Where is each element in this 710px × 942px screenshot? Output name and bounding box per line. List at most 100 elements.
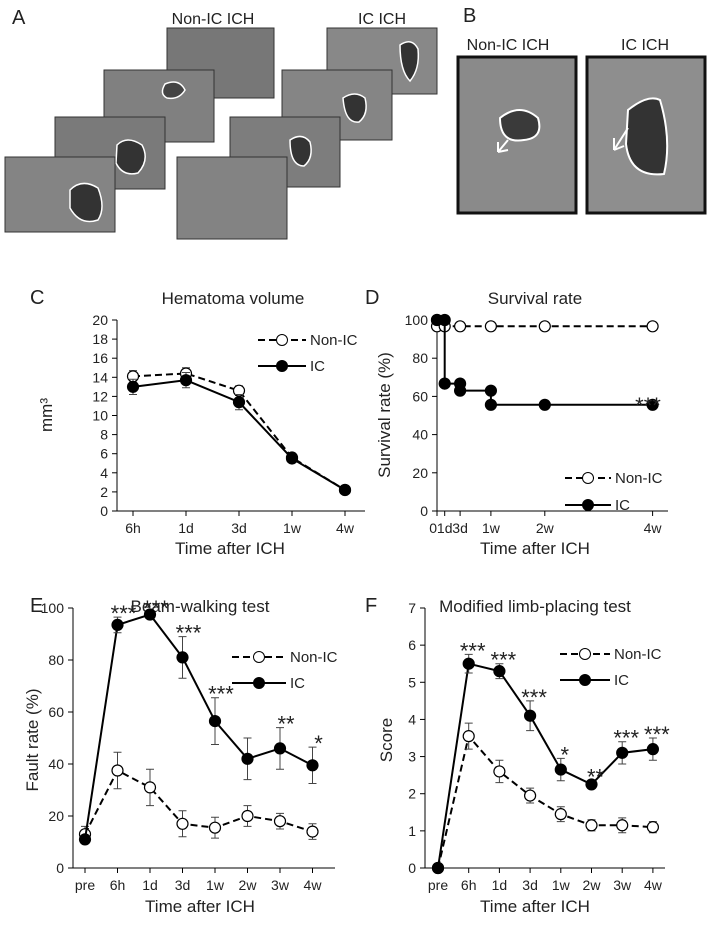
x-tick-label: 4w bbox=[644, 877, 663, 893]
hematoma-outline bbox=[498, 109, 541, 142]
data-point bbox=[338, 483, 352, 497]
significance-label: *** bbox=[176, 621, 202, 646]
data-point bbox=[241, 752, 254, 765]
series-line bbox=[437, 734, 653, 869]
hematoma-outline bbox=[289, 135, 312, 167]
y-tick-label: 16 bbox=[92, 350, 108, 366]
significance-label: * bbox=[561, 742, 570, 767]
x-axis-label: Time after ICH bbox=[480, 897, 590, 916]
y-tick-label: 18 bbox=[92, 331, 108, 347]
data-point bbox=[554, 808, 567, 821]
group-label: Non-IC ICH bbox=[467, 37, 550, 54]
x-tick-label: 6h bbox=[110, 877, 126, 893]
data-point bbox=[616, 746, 629, 759]
significance-label: *** bbox=[521, 685, 547, 710]
y-tick-label: 8 bbox=[100, 427, 108, 443]
significance-label: * bbox=[314, 731, 323, 756]
series-line bbox=[84, 769, 313, 835]
legend-label: IC bbox=[310, 358, 325, 375]
y-tick-label: 80 bbox=[48, 652, 64, 668]
x-tick-label: 3d bbox=[175, 877, 191, 893]
hematoma-outline bbox=[342, 93, 367, 123]
data-point bbox=[462, 657, 475, 670]
chart-panel: D Survival rate Time after ICH Survival rat… bbox=[365, 287, 668, 558]
legend-label: IC bbox=[290, 675, 305, 692]
mri-panel-a bbox=[4, 27, 438, 240]
y-tick-label: 2 bbox=[408, 786, 416, 802]
y-tick-label: 0 bbox=[408, 860, 416, 876]
y-tick-label: 1 bbox=[408, 823, 416, 839]
x-tick-label: 6h bbox=[461, 877, 477, 893]
data-point bbox=[126, 380, 140, 393]
significance-label: *** bbox=[491, 648, 517, 673]
data-point bbox=[285, 452, 299, 465]
x-tick-label: 3d bbox=[522, 877, 538, 893]
y-tick-label: 0 bbox=[56, 860, 64, 876]
chart-title: Survival rate bbox=[488, 289, 582, 308]
y-tick-label: 6 bbox=[408, 637, 416, 653]
x-tick-label: 2w bbox=[536, 520, 555, 536]
legend-label: IC bbox=[615, 497, 630, 514]
mri-zoom bbox=[456, 55, 578, 215]
data-point bbox=[431, 861, 445, 875]
chart-title: Modified limb-placing test bbox=[439, 597, 631, 616]
y-tick-label: 3 bbox=[408, 749, 416, 765]
y-tick-label: 5 bbox=[408, 674, 416, 690]
data-point bbox=[306, 825, 319, 838]
x-axis-label: Time after ICH bbox=[145, 897, 255, 916]
legend-marker bbox=[253, 651, 265, 663]
panel-letter: F bbox=[365, 595, 377, 617]
mri-slice bbox=[176, 156, 288, 240]
data-point bbox=[585, 819, 598, 832]
data-point bbox=[111, 764, 124, 777]
data-point bbox=[306, 759, 319, 772]
legend-label: IC bbox=[614, 672, 629, 689]
hematoma-outline bbox=[624, 97, 669, 176]
group-label: IC ICH bbox=[621, 37, 669, 54]
data-point bbox=[646, 821, 660, 834]
data-point bbox=[538, 320, 551, 333]
x-tick-label: 1w bbox=[283, 520, 302, 536]
data-point bbox=[484, 398, 497, 411]
y-tick-label: 0 bbox=[100, 503, 108, 519]
x-tick-label: 1d bbox=[437, 520, 453, 536]
data-point bbox=[78, 833, 92, 846]
x-tick-label: 1d bbox=[492, 877, 508, 893]
legend-marker bbox=[253, 677, 265, 689]
y-tick-label: 4 bbox=[100, 465, 108, 481]
data-point bbox=[554, 763, 567, 776]
data-point bbox=[462, 730, 475, 743]
x-tick-label: 0 bbox=[429, 520, 437, 536]
legend-marker bbox=[579, 648, 591, 660]
x-tick-label: 1w bbox=[206, 877, 225, 893]
x-tick-label: 1w bbox=[482, 520, 501, 536]
data-point bbox=[616, 819, 629, 832]
x-axis-label: Time after ICH bbox=[480, 539, 590, 558]
data-point bbox=[438, 313, 451, 327]
data-point bbox=[523, 709, 537, 722]
legend-marker bbox=[582, 499, 594, 511]
data-point bbox=[176, 651, 189, 664]
y-tick-label: 20 bbox=[48, 808, 64, 824]
significance-label: *** bbox=[208, 682, 234, 707]
hematoma-outline bbox=[399, 41, 420, 83]
legend-marker bbox=[276, 334, 288, 346]
y-tick-label: 80 bbox=[412, 350, 428, 366]
y-axis-label: Survival rate (%) bbox=[375, 352, 394, 478]
annotation: *** bbox=[635, 393, 661, 418]
y-tick-label: 4 bbox=[408, 711, 416, 727]
data-point bbox=[538, 398, 551, 411]
hematoma-outline bbox=[161, 81, 186, 100]
y-tick-label: 60 bbox=[412, 388, 428, 404]
hematoma-outline bbox=[69, 182, 103, 223]
panel-letter: E bbox=[30, 595, 43, 617]
chart-panel: C Hematoma volume Time after ICH mm³ 0 2 4 6 8 10… bbox=[30, 287, 365, 558]
arrow bbox=[613, 127, 629, 151]
panel-letter: D bbox=[365, 287, 379, 309]
chart-title: Hematoma volume bbox=[162, 289, 305, 308]
significance-label: *** bbox=[111, 601, 137, 626]
data-point bbox=[523, 789, 537, 802]
panel-letter: C bbox=[30, 287, 44, 309]
